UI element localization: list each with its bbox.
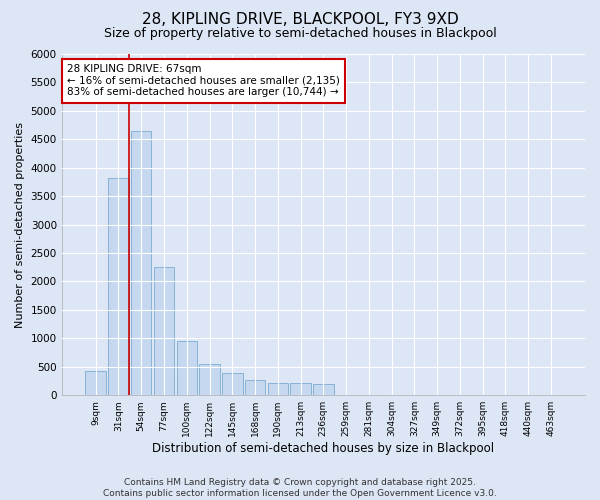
Text: 28 KIPLING DRIVE: 67sqm
← 16% of semi-detached houses are smaller (2,135)
83% of: 28 KIPLING DRIVE: 67sqm ← 16% of semi-de… (67, 64, 340, 98)
Y-axis label: Number of semi-detached properties: Number of semi-detached properties (15, 122, 25, 328)
Bar (108, 178, 129, 395)
Bar (290, 384, 311, 395)
Bar (199, 364, 220, 395)
Bar (245, 380, 265, 395)
Bar (154, 268, 174, 395)
Text: 28, KIPLING DRIVE, BLACKPOOL, FY3 9XD: 28, KIPLING DRIVE, BLACKPOOL, FY3 9XD (142, 12, 458, 28)
Bar (222, 373, 242, 395)
Bar (268, 382, 288, 395)
Text: Size of property relative to semi-detached houses in Blackpool: Size of property relative to semi-detach… (104, 28, 496, 40)
Bar (131, 131, 151, 395)
Bar (313, 384, 334, 395)
X-axis label: Distribution of semi-detached houses by size in Blackpool: Distribution of semi-detached houses by … (152, 442, 494, 455)
Bar (85, 371, 106, 395)
Bar (176, 341, 197, 395)
Text: Contains HM Land Registry data © Crown copyright and database right 2025.
Contai: Contains HM Land Registry data © Crown c… (103, 478, 497, 498)
